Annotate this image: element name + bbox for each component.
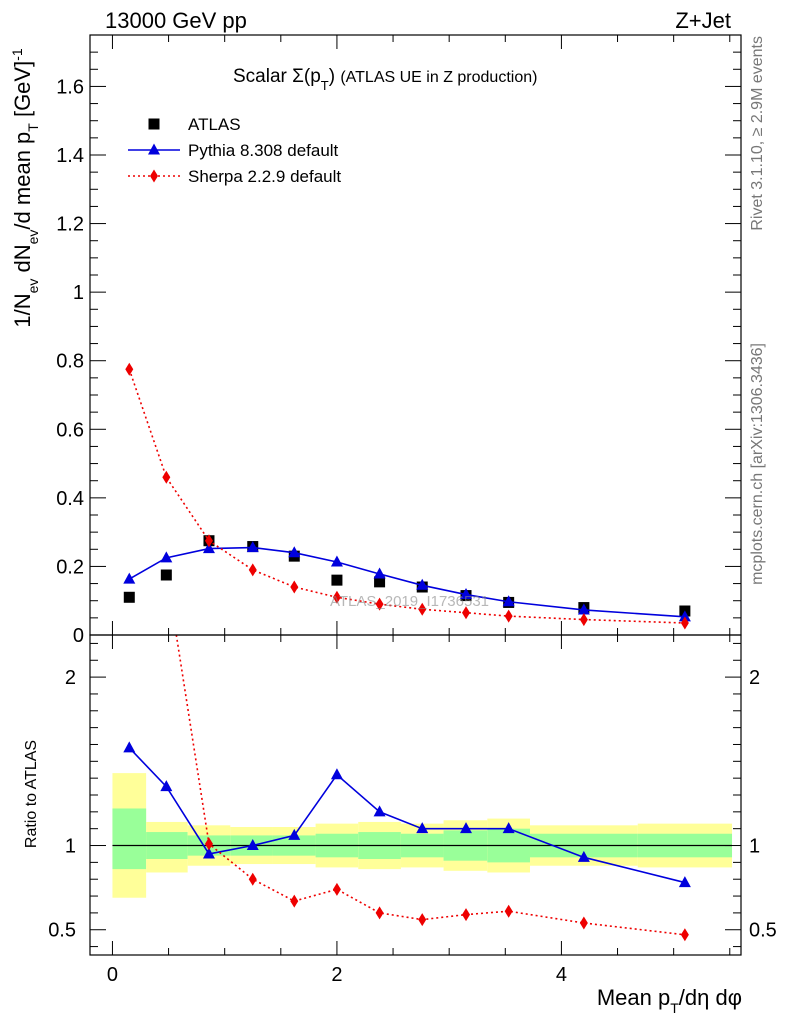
main-pythia-8-308-default-point <box>416 578 429 590</box>
main-pythia-8-308-default-line <box>128 546 685 618</box>
main-sherpa-2-2-9-default-point <box>504 609 513 623</box>
ratio-pythia-8-308-default-line <box>128 747 686 884</box>
ratio-pythia-8-308-default-point <box>678 876 691 888</box>
main-pythia-8-308-default-point <box>160 551 173 563</box>
main-sherpa-2-2-9-default-point <box>290 580 299 594</box>
x-axis-title: Mean pT/dη dφ <box>597 985 742 1016</box>
legend-label: Pythia 8.308 default <box>188 141 339 160</box>
main-pythia-8-308-default-point <box>373 567 386 579</box>
watermark: ATLAS_2019_I1736531 <box>330 593 489 610</box>
main-atlas-point <box>331 574 343 586</box>
ratio-pythia-8-308-default-point <box>288 828 301 840</box>
plot-title: Scalar Σ(pT) (ATLAS UE in Z production) <box>233 66 537 93</box>
ratio-pythia-8-308-default-point <box>502 822 515 834</box>
y-tick-label: 2 <box>65 667 76 689</box>
main-pythia-8-308-default-point <box>202 542 215 554</box>
main-pythia-8-308-default-point <box>246 541 259 553</box>
process-label: Z+Jet <box>675 8 731 33</box>
main-sherpa-2-2-9-default-point <box>204 534 213 548</box>
main-sherpa-2-2-9-default-point <box>125 362 134 376</box>
main-sherpa-2-2-9-default-point <box>680 616 689 630</box>
main-pythia-8-308-default-point <box>123 572 136 584</box>
x-tick-label: 2 <box>331 964 342 986</box>
uncertainty-band-green <box>112 808 147 870</box>
main-sherpa-2-2-9-default-line <box>128 369 685 624</box>
legend-marker <box>148 143 160 155</box>
y-tick-label-right: 2 <box>749 667 760 689</box>
ratio-sherpa-2-2-9-default-point <box>332 882 341 896</box>
main-sherpa-2-2-9-default-point <box>462 606 471 620</box>
y-tick-label: 0.6 <box>56 419 84 441</box>
main-sherpa-2-2-9-default-point <box>248 563 257 577</box>
ratio-sherpa-2-2-9-default-point <box>579 916 588 930</box>
ratio-sherpa-2-2-9-default-point <box>248 872 257 886</box>
main-sherpa-2-2-9-default-point <box>375 597 384 611</box>
ratio-sherpa-2-2-9-default-point <box>462 908 471 922</box>
ratio-pythia-8-308-default-point <box>330 768 343 780</box>
y-tick-label: 1.2 <box>56 214 84 236</box>
main-sherpa-2-2-9-default-point <box>162 470 171 484</box>
ratio-pythia-8-308-default-point <box>202 847 215 859</box>
legend-label: Sherpa 2.2.9 default <box>188 167 341 186</box>
main-pythia-8-308-default-point <box>577 603 590 615</box>
y-tick-label-right: 1 <box>749 836 760 858</box>
main-sherpa-2-2-9-default-point <box>332 590 341 604</box>
ratio-y-axis-title: Ratio to ATLAS <box>23 740 40 848</box>
y-tick-label: 1.4 <box>56 145 84 167</box>
energy-label: 13000 GeV pp <box>105 8 247 33</box>
main-y-axis-title: 1/Nev dNev/d mean pT [GeV]-1 <box>9 48 41 328</box>
ratio-sherpa-2-2-9-default-point <box>290 894 299 908</box>
main-atlas-point <box>374 576 386 588</box>
x-tick-label: 4 <box>556 964 567 986</box>
rivet-label: Rivet 3.1.10, ≥ 2.9M events <box>749 36 766 231</box>
y-tick-label: 0.8 <box>56 351 84 373</box>
main-atlas-point <box>160 569 172 581</box>
ratio-pythia-8-308-default-point <box>577 850 590 862</box>
y-tick-label: 1 <box>65 836 76 858</box>
y-tick-label: 1.6 <box>56 76 84 98</box>
legend-marker <box>150 169 158 183</box>
ratio-sherpa-2-2-9-default-point <box>204 837 213 851</box>
y-tick-label-right: 0.5 <box>749 920 777 942</box>
main-sherpa-2-2-9-default-point <box>579 613 588 627</box>
main-sherpa-2-2-9-default-point <box>418 602 427 616</box>
ratio-sherpa-2-2-9-default-point <box>375 906 384 920</box>
legend-label: ATLAS <box>188 115 241 134</box>
mcplots-label: mcplots.cern.ch [arXiv:1306.3436] <box>749 343 766 585</box>
main-pythia-8-308-default-point <box>678 610 691 622</box>
ratio-pythia-8-308-default-point <box>460 822 473 834</box>
ratio-pythia-8-308-default-point <box>416 822 429 834</box>
ratio-pythia-8-308-default-point <box>373 805 386 817</box>
y-tick-label: 0.4 <box>56 488 84 510</box>
ratio-sherpa-2-2-9-default-line <box>175 635 685 936</box>
main-pythia-8-308-default-point <box>460 588 473 600</box>
main-pythia-8-308-default-point <box>502 595 515 607</box>
y-tick-label: 0.2 <box>56 556 84 578</box>
x-tick-label: 0 <box>107 964 118 986</box>
ratio-sherpa-2-2-9-default-point <box>504 904 513 918</box>
ratio-pythia-8-308-default-point <box>246 839 259 851</box>
ratio-sherpa-2-2-9-default-point <box>418 913 427 927</box>
y-tick-label: 0 <box>73 625 84 647</box>
ratio-sherpa-2-2-9-default-point <box>680 928 689 942</box>
legend-marker <box>148 118 160 130</box>
main-pythia-8-308-default-point <box>330 555 343 567</box>
y-tick-label: 0.5 <box>48 920 76 942</box>
y-tick-label: 1 <box>73 282 84 304</box>
ratio-pythia-8-308-default-point <box>123 741 136 753</box>
main-atlas-point <box>123 591 135 603</box>
main-pythia-8-308-default-point <box>288 546 301 558</box>
ratio-pythia-8-308-default-point <box>160 780 173 792</box>
ratio-plot-frame <box>89 634 742 956</box>
